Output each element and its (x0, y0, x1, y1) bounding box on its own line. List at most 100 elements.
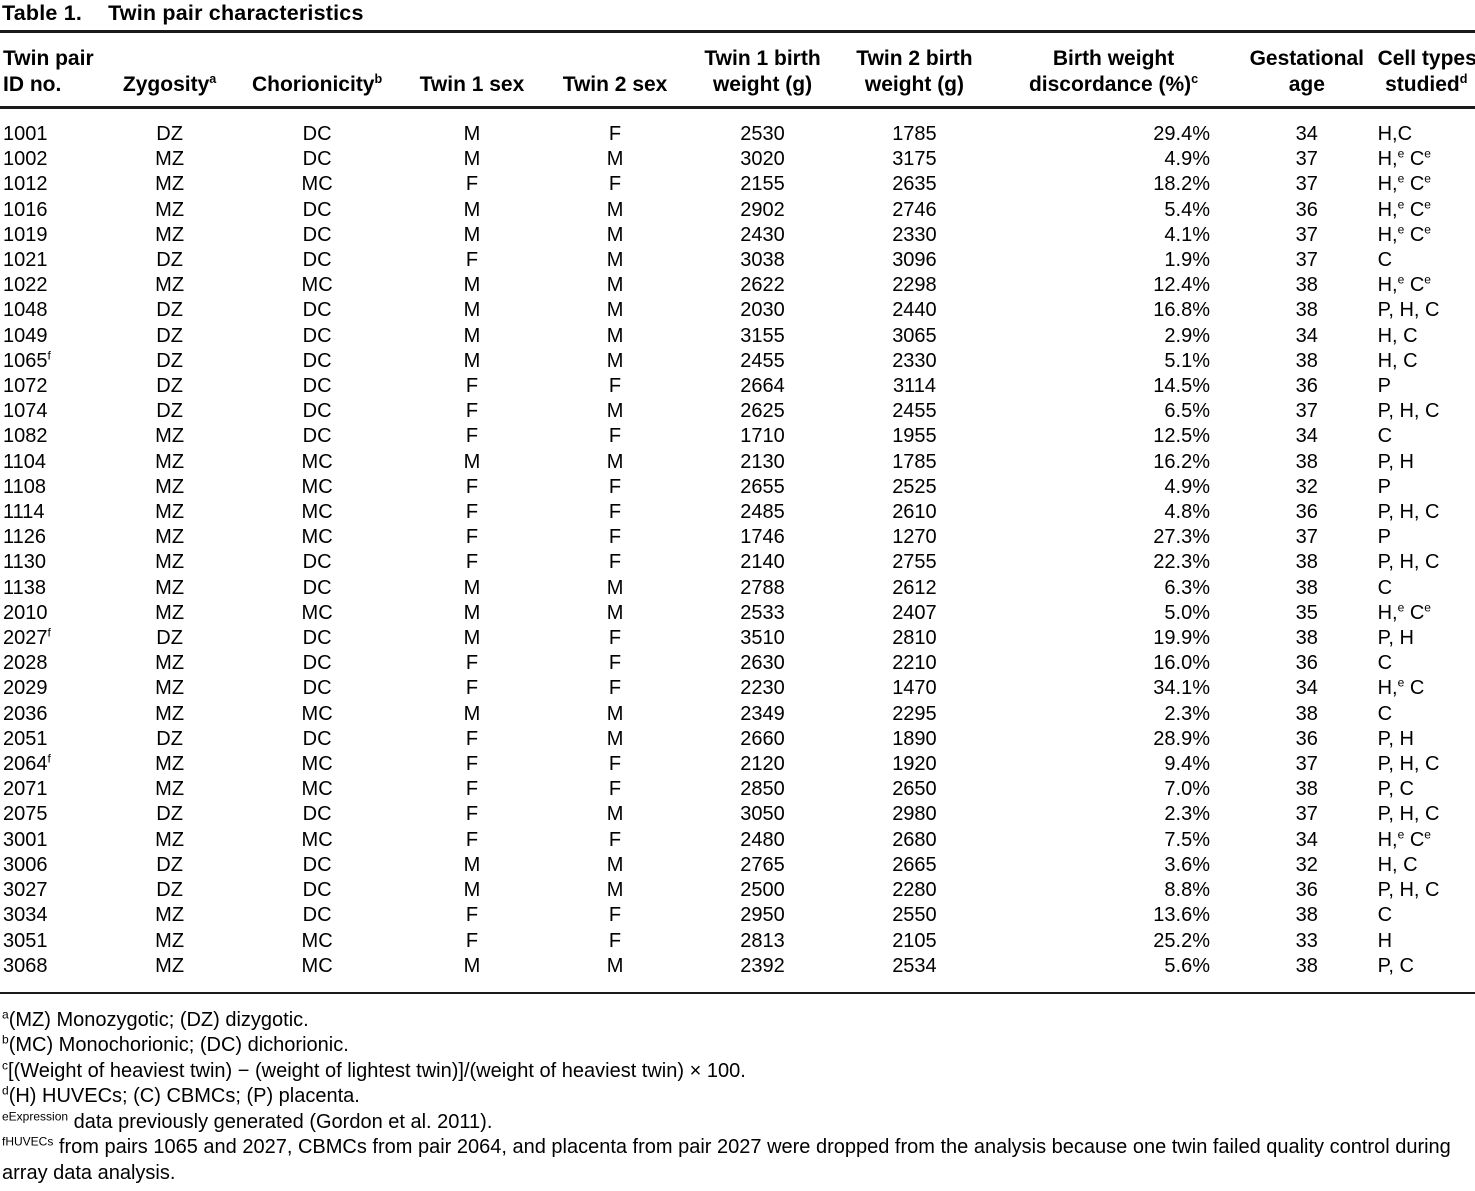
table-cell: 22.3% (1153, 551, 1210, 574)
table-cell: 1048 (3, 299, 48, 322)
table-cell: 28.9% (1153, 727, 1210, 750)
table-cell: 2625 (740, 400, 785, 423)
table-cell: 2298 (892, 274, 937, 297)
column-header: Birth weight discordance (%)c (1028, 47, 1199, 96)
table-cell: 2140 (740, 551, 785, 574)
footnote: c[(Weight of heaviest twin) − (weight of… (2, 1058, 746, 1082)
table-row: 3051 MZ MC F F 2813 2105 25.2% 33 H (0, 929, 1475, 954)
table-cell: MC (301, 173, 333, 196)
table-cell: MC (301, 274, 333, 297)
table-cell: 32 (1295, 853, 1318, 876)
table-row: 2075 DZ DC F M 3050 2980 2.3% 37 P, H, C (0, 802, 1475, 827)
table-cell: MC (301, 828, 333, 851)
table-cell: M (463, 450, 481, 473)
table-cell: H,C (1377, 123, 1413, 145)
table-cell: 37 (1295, 223, 1318, 246)
table-cell: 3065 (892, 324, 937, 347)
table-cell: 2407 (892, 601, 937, 624)
footnote: a(MZ) Monozygotic; (DZ) dizygotic. (2, 1007, 309, 1031)
table-cell: DC (302, 627, 332, 650)
table-cell: 1001 (3, 123, 48, 145)
table-cell: M (606, 148, 624, 171)
table-cell: 27.3% (1153, 526, 1210, 549)
table-cell: 38 (1295, 450, 1318, 473)
table-cell: DC (302, 652, 332, 675)
table-cell: F (608, 375, 622, 398)
table-row: 1048 DZ DC M M 2030 2440 16.8% 38 P, H, C (0, 298, 1475, 323)
table-cell: H,e Ce (1377, 600, 1431, 624)
table-cell: H,e C (1377, 675, 1425, 700)
table-cell: P, H, C (1377, 803, 1440, 826)
table-row: 1082 MZ DC F F 1710 1955 12.5% 34 C (0, 424, 1475, 449)
table-cell: 35 (1295, 601, 1318, 624)
table-cell: P, H, C (1377, 299, 1440, 322)
table-cell: DZ (156, 853, 183, 876)
column-header: Zygositya (122, 71, 217, 96)
table-cell: DC (302, 198, 332, 221)
table-cell: M (606, 450, 624, 473)
table-cell: DC (302, 123, 332, 145)
table-cell: 1.9% (1164, 249, 1210, 272)
table-cell: MZ (155, 652, 185, 675)
table-cell: 1082 (3, 425, 48, 448)
table-cell: 3.6% (1164, 853, 1210, 876)
table-cell: F (608, 551, 622, 574)
table-cell: 25.2% (1153, 929, 1210, 952)
table-cell: 1019 (3, 223, 48, 246)
footnote: fHUVECs from pairs 1065 and 2027, CBMCs … (2, 1134, 1451, 1184)
table-cell: 1114 (3, 501, 45, 524)
table-cell: MC (301, 475, 333, 498)
table-cell: MZ (155, 778, 185, 801)
table-cell: 18.2% (1153, 173, 1210, 196)
table-cell: 2485 (740, 501, 785, 524)
table-cell: 2788 (740, 576, 785, 599)
table-cell: DC (302, 727, 332, 750)
table-cell: 36 (1295, 727, 1318, 750)
table-cell: DZ (156, 879, 183, 902)
table-cell: M (463, 954, 481, 977)
table-cell: 12.4% (1153, 274, 1210, 297)
table-cell: 2665 (892, 853, 937, 876)
table-cell: 2120 (740, 753, 785, 776)
table-cell: M (463, 879, 481, 902)
column-header: Cell types studiedd (1377, 47, 1475, 96)
table-cell: DC (302, 803, 332, 826)
table-cell: DZ (156, 727, 183, 750)
table-row: 2064f MZ MC F F 2120 1920 9.4% 37 P, H, C (0, 752, 1475, 777)
table-cell: DZ (156, 803, 183, 826)
table-cell: 8.8% (1164, 879, 1210, 902)
table-cell: 2330 (892, 349, 937, 372)
table-cell: 5.0% (1164, 601, 1210, 624)
table-cell: 1138 (3, 576, 47, 599)
table-cell: 36 (1295, 501, 1318, 524)
footnote: b(MC) Monochorionic; (DC) dichorionic. (2, 1032, 349, 1057)
table-cell: 2036 (3, 702, 48, 725)
table-cell: 2530 (740, 123, 785, 145)
table-cell: C (1377, 425, 1393, 448)
table-cell: M (606, 299, 624, 322)
table-cell: DZ (156, 299, 183, 322)
table-cell: 3175 (892, 148, 937, 171)
table-cell: 37 (1295, 526, 1318, 549)
table-cell: 2610 (892, 501, 937, 524)
table-cell: 34 (1295, 425, 1318, 448)
table-cell: F (465, 425, 479, 448)
table-cell: DZ (156, 123, 183, 145)
table-cell: 16.0% (1153, 652, 1210, 675)
table-cell: 2813 (740, 929, 785, 952)
table-cell: 7.5% (1164, 828, 1210, 851)
table-cell: DC (302, 324, 332, 347)
table-cell: 1470 (892, 677, 937, 700)
table-cell: F (465, 904, 479, 927)
table-cell: 37 (1295, 803, 1318, 826)
table-cell: C (1377, 652, 1393, 675)
table-cell: P (1377, 375, 1391, 398)
table-cell: 38 (1295, 627, 1318, 650)
table-row: 2010 MZ MC M M 2533 2407 5.0% 35 H,e Ce (0, 601, 1475, 626)
table-cell: M (606, 249, 624, 272)
table-row: 2027f DZ DC M F 3510 2810 19.9% 38 P, H (0, 626, 1475, 651)
table-cell: C (1377, 576, 1393, 599)
table-cell: MC (301, 778, 333, 801)
table-cell: DC (302, 349, 332, 372)
table-cell: MZ (155, 223, 185, 246)
